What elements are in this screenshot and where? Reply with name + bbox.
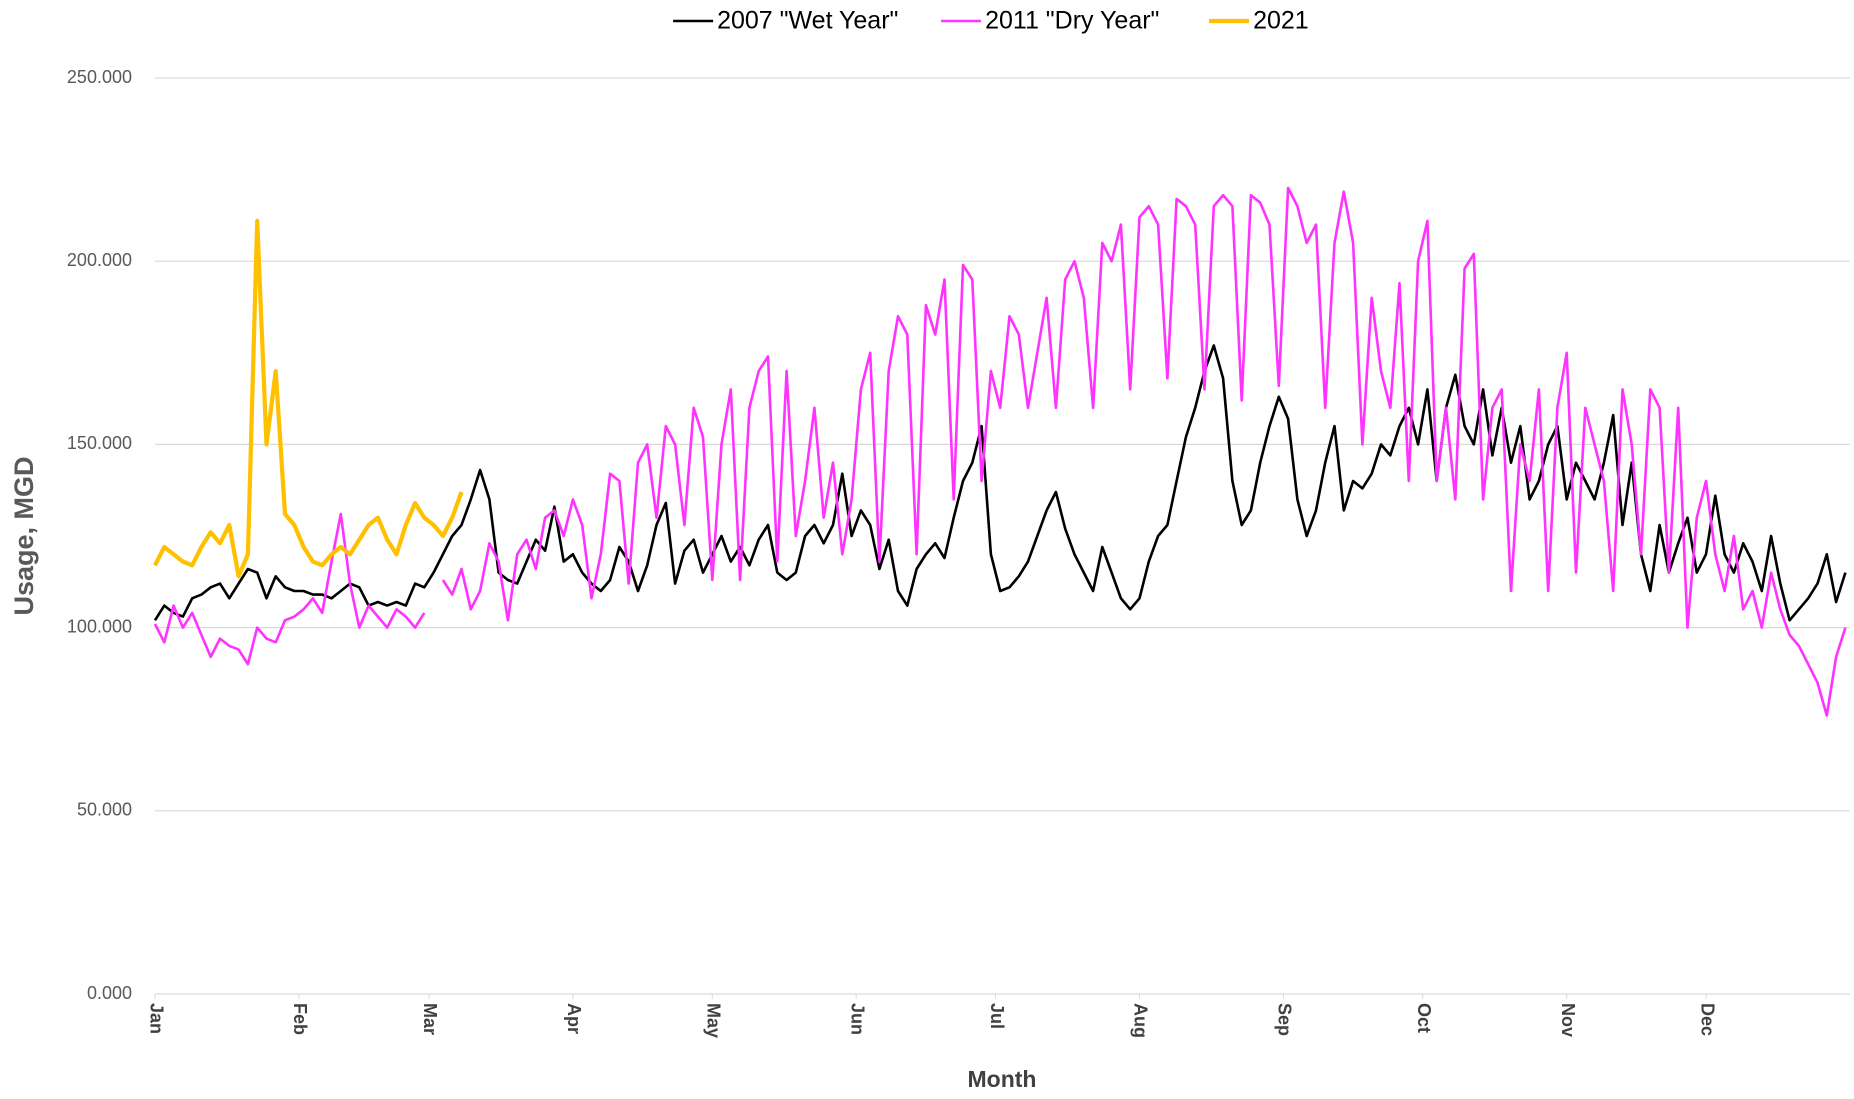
x-tick-label: Aug [1131,1003,1151,1038]
x-tick-label: Feb [290,1003,310,1035]
x-tick-label: Nov [1558,1003,1578,1037]
y-tick-label: 50.000 [77,800,132,820]
y-axis-title: Usage, MGD [9,456,39,615]
legend-label: 2021 [1253,7,1309,35]
series-line [153,186,1847,717]
y-tick-label: 250.000 [67,67,132,87]
series-line [153,344,1847,622]
x-tick-label: Mar [420,1003,440,1035]
x-tick-label: Jan [146,1003,166,1034]
x-tick-label: Oct [1414,1003,1434,1033]
y-tick-label: 150.000 [67,433,132,453]
x-axis-title: Month [968,1066,1037,1092]
x-tick-label: Jun [847,1003,867,1035]
x-tick-label: Jul [987,1003,1007,1029]
legend-label: 2011 "Dry Year" [985,7,1159,35]
x-tick-label: May [704,1003,724,1038]
y-tick-label: 100.000 [67,616,132,636]
legend-label: 2007 "Wet Year" [717,7,898,35]
x-tick-label: Dec [1697,1003,1717,1036]
series-line [153,218,464,579]
x-tick-label: Apr [564,1003,584,1034]
y-tick-label: 200.000 [67,250,132,270]
x-tick-label: Sep [1275,1003,1295,1036]
y-tick-label: 0.000 [87,983,132,1003]
